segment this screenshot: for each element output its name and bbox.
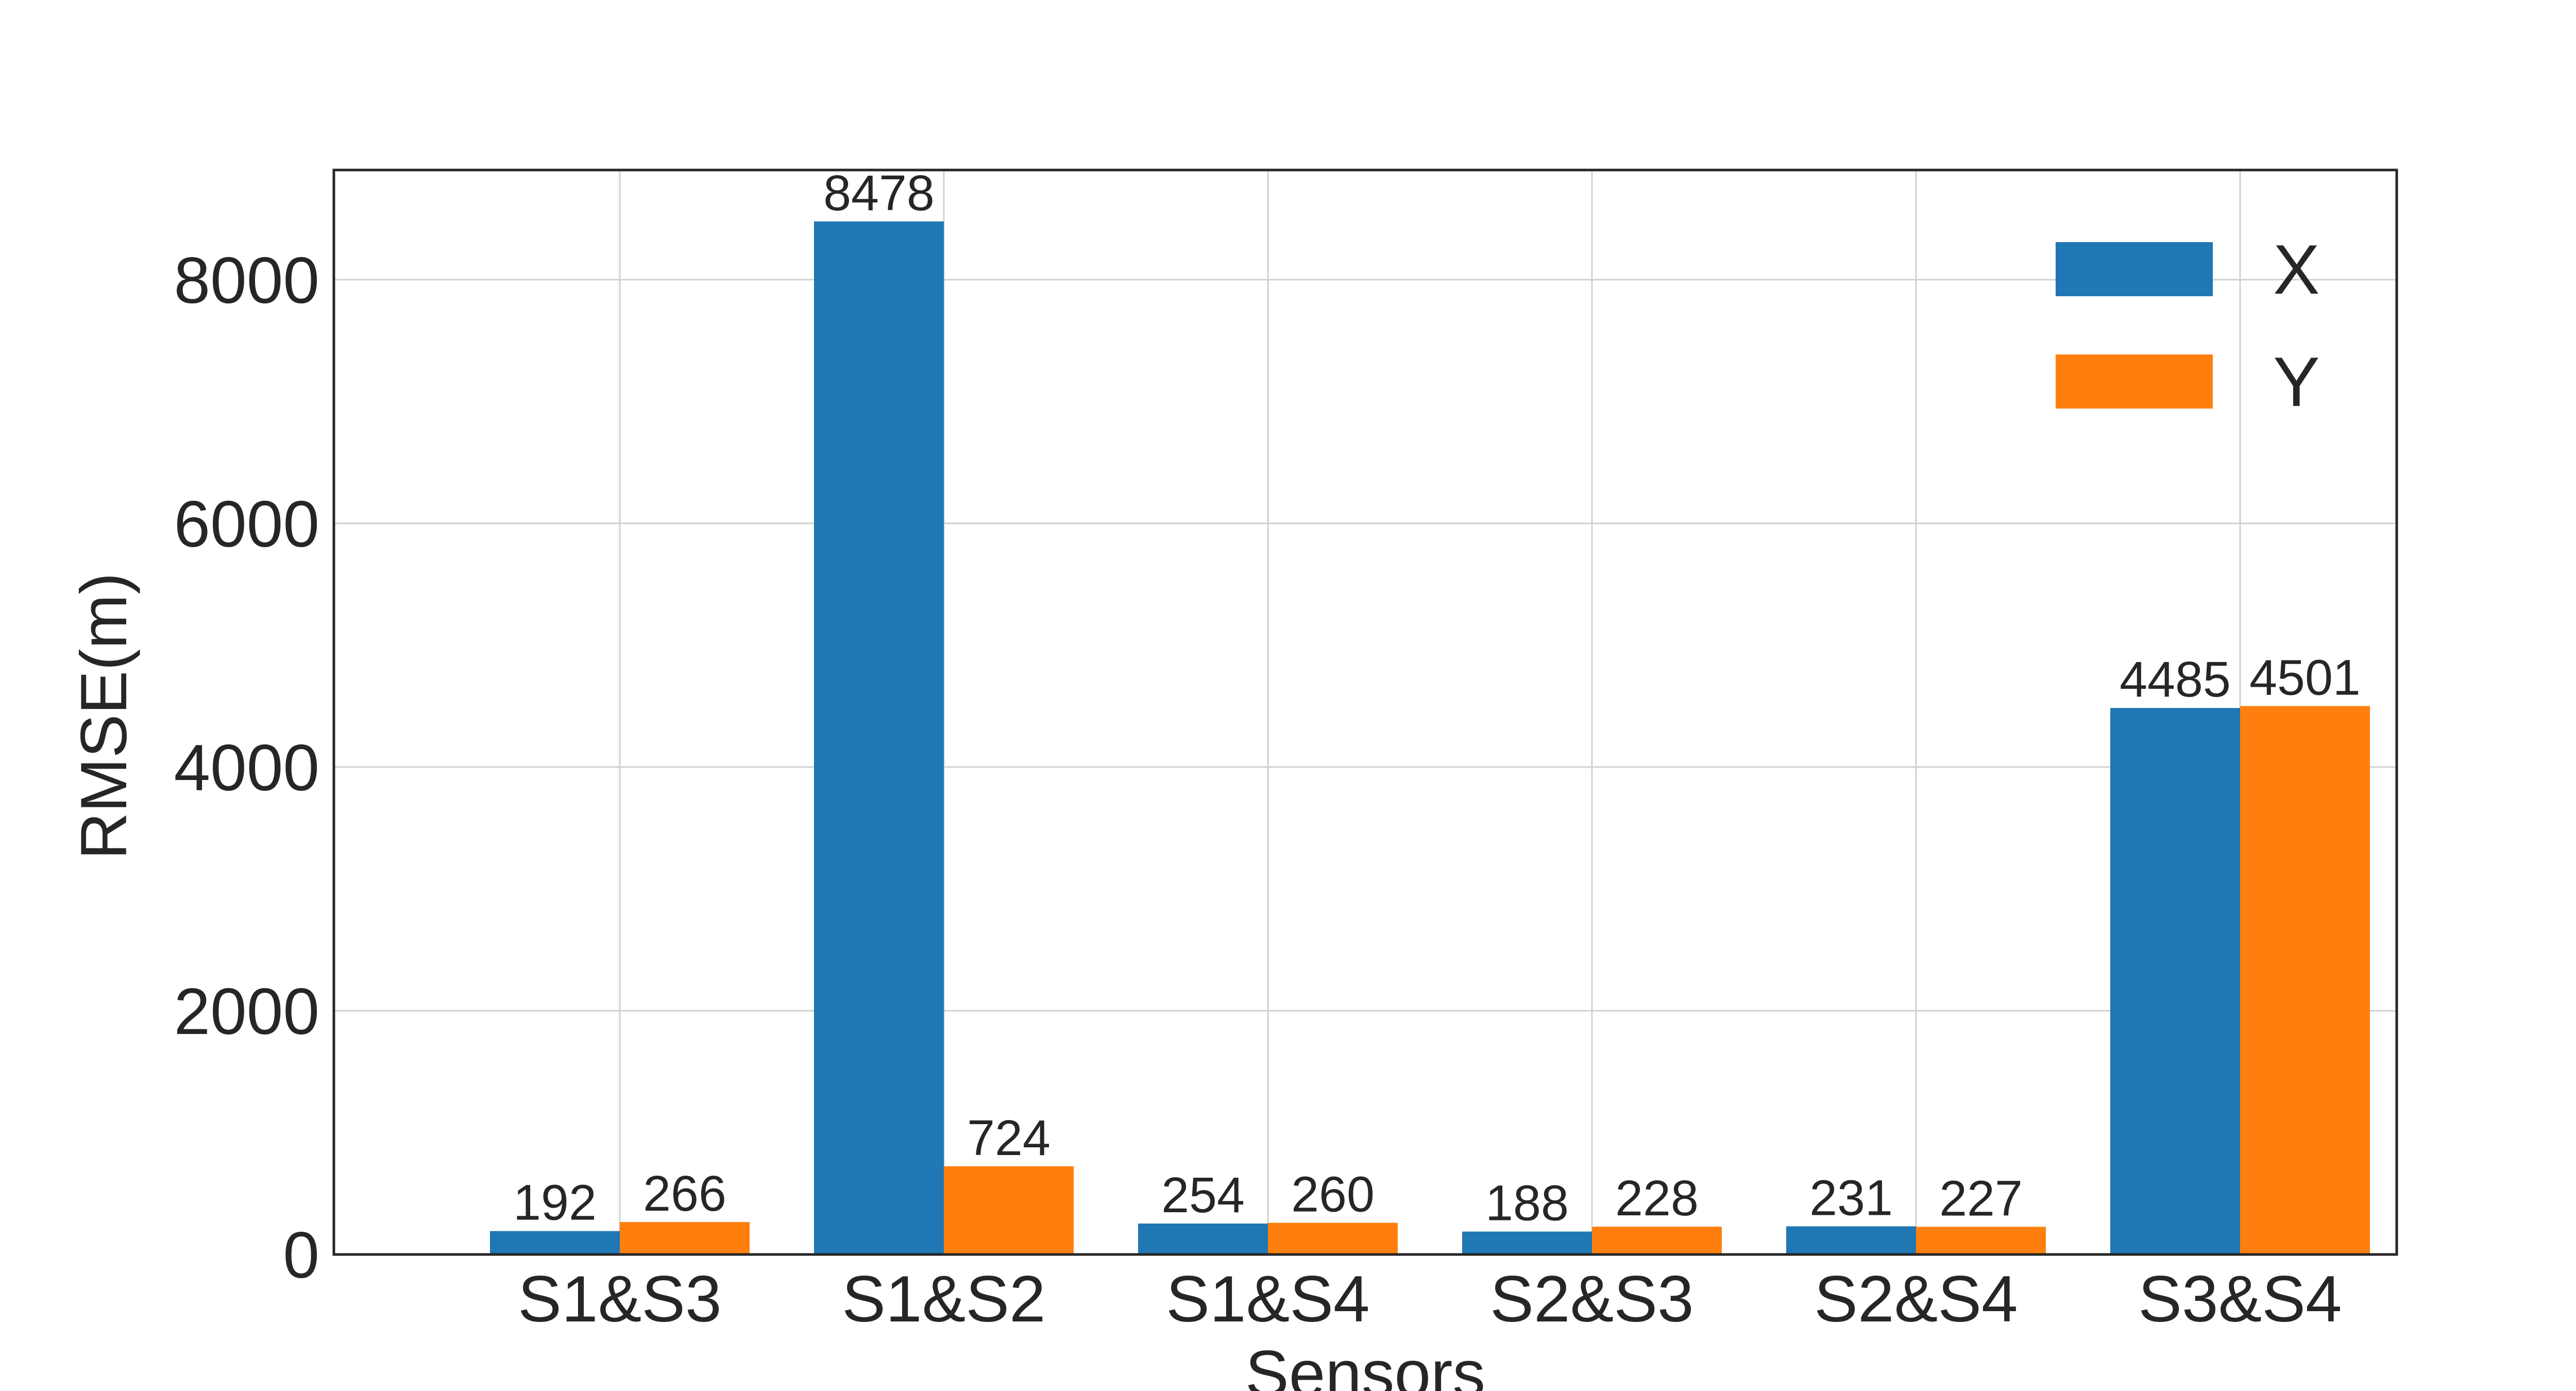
- bar-Y-S1&S2: [944, 1166, 1074, 1254]
- bar-Y-S1&S4: [1268, 1223, 1398, 1254]
- y-tick-label-3: 6000: [174, 487, 319, 561]
- bar-Y-S1&S3: [620, 1222, 750, 1254]
- bar-X-S3&S4: [2110, 708, 2240, 1254]
- data-label-Y-S2&S3: 228: [1615, 1170, 1699, 1226]
- bar-X-S1&S4: [1138, 1223, 1268, 1254]
- y-tick-label-0: 0: [283, 1218, 319, 1292]
- data-label-X-S2&S4: 231: [1809, 1169, 1893, 1226]
- x-tick-labels: S1&S3 S1&S2 S1&S4 S2&S3 S2&S4 S3&S4: [518, 1262, 2342, 1335]
- data-label-Y-S3&S4: 4501: [2249, 649, 2361, 705]
- data-label-X-S1&S3: 192: [513, 1175, 597, 1231]
- x-tick-label-4: S2&S4: [1814, 1262, 2018, 1335]
- data-label-X-S3&S4: 4485: [2120, 651, 2231, 707]
- legend-swatch-Y: [2056, 354, 2213, 409]
- data-label-X-S1&S4: 254: [1161, 1167, 1245, 1223]
- data-label-X-S1&S2: 8478: [823, 165, 935, 221]
- data-labels: 192 8478 254 188 231 4485 266 724 260 228 227 4501: [513, 165, 2361, 1231]
- data-label-X-S2&S3: 188: [1485, 1175, 1569, 1231]
- x-tick-label-0: S1&S3: [518, 1262, 721, 1335]
- legend-swatch-X: [2056, 242, 2213, 296]
- x-tick-label-3: S2&S3: [1490, 1262, 1693, 1335]
- legend: XY: [2056, 230, 2320, 421]
- bar-X-S1&S3: [490, 1231, 620, 1254]
- bar-X-S1&S2: [814, 221, 944, 1255]
- data-label-Y-S1&S4: 260: [1291, 1166, 1375, 1223]
- y-axis-label: RMSE(m): [67, 572, 140, 859]
- data-label-Y-S2&S4: 227: [1939, 1170, 2023, 1226]
- bar-Y-S3&S4: [2240, 706, 2370, 1254]
- plot-frame: [332, 168, 2398, 1256]
- bar-Y-S2&S4: [1916, 1227, 2046, 1254]
- bars: [490, 221, 2370, 1255]
- y-tick-label-4: 8000: [174, 244, 319, 317]
- bar-X-S2&S4: [1786, 1226, 1916, 1254]
- data-label-Y-S1&S2: 724: [967, 1110, 1050, 1166]
- x-tick-label-2: S1&S4: [1166, 1262, 1369, 1335]
- y-tick-label-1: 2000: [174, 975, 319, 1048]
- bar-Y-S2&S3: [1592, 1227, 1722, 1254]
- y-tick-labels: 0 2000 4000 6000 8000: [174, 244, 319, 1292]
- legend-label-X: X: [2273, 230, 2320, 309]
- x-tick-label-1: S1&S2: [842, 1262, 1045, 1335]
- legend-label-Y: Y: [2273, 343, 2320, 421]
- x-axis-label: Sensors: [1245, 1337, 1485, 1391]
- plot-background: [334, 170, 2397, 1254]
- y-tick-label-2: 4000: [174, 731, 319, 804]
- x-tick-label-5: S3&S4: [2138, 1262, 2342, 1335]
- bar-X-S2&S3: [1462, 1231, 1592, 1254]
- data-label-Y-S1&S3: 266: [643, 1165, 726, 1222]
